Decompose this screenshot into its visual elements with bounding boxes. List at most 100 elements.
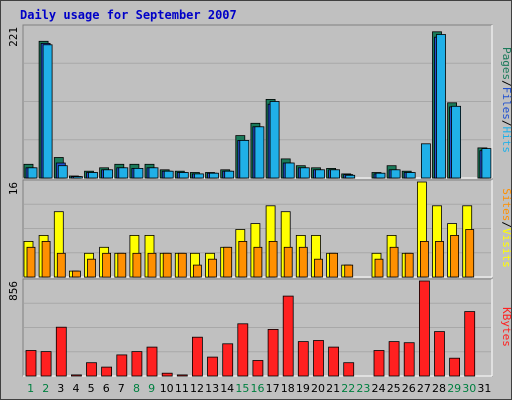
bar-kbytes-day-29 [449, 357, 461, 377]
bar-hits-day-8 [133, 167, 144, 179]
bar-kbytes-day-11 [176, 374, 188, 377]
bar-kbytes-day-14 [222, 343, 234, 377]
bar-kbytes-day-30 [464, 311, 476, 377]
side-legend-label: Pages/Files/Hits [500, 47, 512, 153]
bar-sites-day-1 [26, 246, 36, 278]
x-label-day-2: 2 [42, 382, 49, 395]
x-label-day-15: 15 [235, 382, 249, 395]
y-max-label: 221 [7, 27, 20, 47]
bar-hits-day-6 [103, 169, 113, 179]
panel-kbytes: 856 KBytes [7, 278, 512, 377]
legend-part: / [500, 221, 512, 228]
bar-sites-day-19 [298, 246, 308, 278]
bar-hits-day-10 [163, 170, 174, 179]
legend-part: Sites [500, 188, 512, 221]
panel-hits-files-pages: 221 Pages/Files/Hits [7, 24, 512, 179]
chart-panels: 221 Pages/Files/Hits 16 Sites/Visits 856 KByt… [7, 24, 512, 377]
bar-sites-day-12 [192, 264, 202, 278]
bar-hits-day-1 [27, 167, 38, 179]
legend-part: Visits [500, 228, 512, 268]
bar-sites-day-4 [72, 270, 81, 278]
bar-sites-day-3 [56, 252, 66, 278]
bar-hits-day-28 [436, 34, 446, 179]
x-label-day-7: 7 [118, 382, 125, 395]
bar-kbytes-day-9 [146, 346, 158, 377]
bar-sites-day-27 [419, 240, 429, 278]
bar-hits-day-24 [375, 172, 386, 179]
bar-hits-day-11 [178, 172, 189, 179]
x-label-day-3: 3 [57, 382, 64, 395]
x-label-day-17: 17 [266, 382, 280, 395]
bar-hits-day-4 [73, 176, 83, 179]
bar-hits-day-26 [405, 172, 416, 179]
x-label-day-5: 5 [88, 382, 95, 395]
bar-sites-day-5 [87, 258, 96, 278]
bar-kbytes-day-5 [86, 362, 97, 377]
bar-hits-day-27 [420, 143, 431, 179]
bar-sites-day-13 [208, 258, 217, 278]
panel-visits-sites: 16 Sites/Visits [7, 179, 512, 278]
x-label-day-28: 28 [432, 382, 446, 395]
x-label-day-31: 31 [477, 382, 491, 395]
bar-hits-day-25 [390, 169, 401, 179]
bar-sites-day-22 [344, 264, 354, 278]
bar-sites-day-9 [147, 252, 157, 278]
y-max-label: 856 [7, 281, 20, 301]
x-label-day-18: 18 [281, 382, 295, 395]
bar-sites-day-17 [268, 240, 278, 278]
bar-kbytes-day-15 [237, 323, 249, 377]
x-label-day-20: 20 [311, 382, 325, 395]
bar-sites-day-7 [117, 252, 127, 278]
legend-part: KBytes [500, 307, 512, 347]
legend-part: / [500, 120, 512, 127]
bar-hits-day-12 [193, 173, 204, 179]
bar-hits-day-21 [330, 169, 341, 179]
bar-hits-day-20 [315, 169, 325, 179]
x-label-day-11: 11 [175, 382, 189, 395]
bar-kbytes-day-19 [297, 341, 309, 377]
bar-kbytes-day-28 [434, 331, 445, 377]
x-label-day-19: 19 [296, 382, 310, 395]
bar-sites-day-18 [283, 246, 293, 278]
x-label-day-4: 4 [73, 382, 80, 395]
bar-kbytes-day-8 [131, 351, 143, 377]
bar-hits-day-16 [254, 126, 265, 179]
x-label-day-9: 9 [148, 382, 155, 395]
bar-sites-day-20 [314, 258, 323, 278]
bar-sites-day-30 [465, 229, 475, 278]
bar-sites-day-28 [435, 240, 444, 278]
bar-hits-day-17 [269, 101, 280, 179]
x-label-day-10: 10 [160, 382, 174, 395]
x-label-day-16: 16 [251, 382, 265, 395]
bar-kbytes-day-1 [25, 350, 37, 377]
bar-kbytes-day-12 [191, 336, 203, 377]
bar-sites-day-21 [329, 252, 339, 278]
bar-hits-day-14 [224, 170, 235, 179]
bar-sites-day-2 [41, 240, 51, 278]
bar-sites-day-14 [223, 246, 233, 278]
bar-hits-day-2 [42, 44, 53, 179]
x-label-day-14: 14 [220, 382, 234, 395]
x-label-day-23: 23 [356, 382, 370, 395]
x-label-day-22: 22 [341, 382, 355, 395]
bar-kbytes-day-20 [313, 340, 324, 377]
bar-kbytes-day-16 [252, 360, 264, 377]
chart-title: Daily usage for September 2007 [20, 8, 237, 22]
bar-kbytes-day-3 [55, 326, 67, 377]
bar-kbytes-day-24 [373, 350, 385, 377]
bar-kbytes-day-7 [116, 354, 128, 377]
bar-kbytes-day-2 [40, 351, 52, 377]
legend-part: / [500, 80, 512, 87]
bar-kbytes-day-26 [403, 342, 415, 377]
bar-kbytes-day-27 [418, 280, 430, 377]
x-label-day-8: 8 [133, 382, 140, 395]
bar-sites-day-26 [404, 252, 414, 278]
bar-kbytes-day-25 [388, 341, 400, 377]
x-label-day-13: 13 [205, 382, 219, 395]
bar-hits-day-13 [209, 172, 219, 179]
x-label-day-26: 26 [402, 382, 416, 395]
x-label-day-6: 6 [103, 382, 110, 395]
x-label-day-1: 1 [27, 382, 34, 395]
bar-sites-day-16 [253, 246, 263, 278]
